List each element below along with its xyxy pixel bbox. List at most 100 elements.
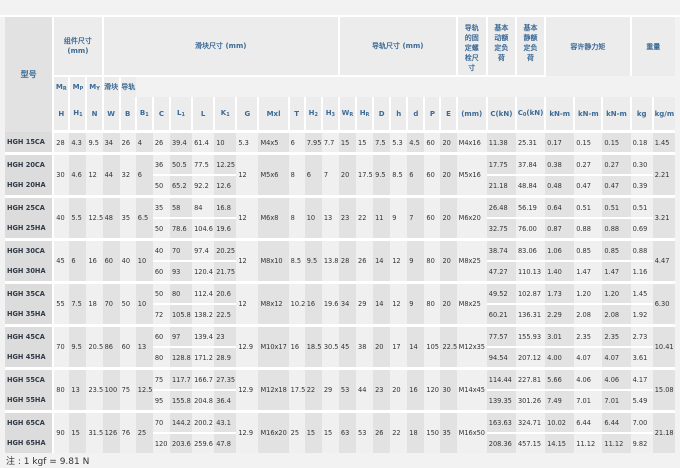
col-label-sub: 3 (331, 112, 336, 118)
top-band (0, 0, 680, 17)
cell-b1: 4 (135, 131, 153, 154)
cell-w: 34 (102, 131, 120, 154)
cell-mp: 0.47 (574, 175, 603, 197)
cell-l: 84 (192, 195, 215, 219)
cell-wr: 45 (338, 324, 356, 369)
cell-mp: 0.88 (574, 218, 603, 240)
cell-t: 8.5 (288, 238, 305, 283)
cell-g: 12.9 (236, 324, 259, 369)
col-label-sub: Y (96, 85, 100, 92)
cell-h2: 6 (304, 152, 322, 197)
cell-hr: 22 (356, 195, 374, 240)
cell-mp: 2.35 (574, 324, 603, 348)
table-row: HGH 45CA 70 9.5 20.5 86 60 13 60 97 139.4 23 12.9 M1… (5, 324, 675, 369)
cell-my: 4.07 (602, 347, 631, 369)
cell-e: 20 (440, 131, 457, 154)
cell-bolt: M6x20 (456, 195, 487, 240)
cell-h2: 16 (304, 281, 322, 326)
cell-mxl: M12x18 (258, 367, 289, 412)
cell-c: 60 (152, 261, 170, 283)
cell-c0: 37.84 (515, 152, 546, 176)
cell-kg: 1.92 (630, 304, 653, 326)
col-label: C (517, 109, 523, 117)
cell-h: 5.3 (390, 131, 408, 154)
cell-h3: 7 (321, 152, 339, 197)
col-label: K (220, 109, 227, 117)
cell-h: 30 (53, 152, 70, 197)
cell-my: 7.01 (602, 390, 631, 412)
cell-cdyn: 94.54 (486, 347, 516, 369)
cell-n: 23.5 (86, 367, 103, 412)
model-name: HGH 55HA (5, 390, 55, 412)
cell-h3: 13 (321, 195, 339, 240)
cell-hr: 17.5 (356, 152, 374, 197)
cell-k1: 28.9 (214, 347, 237, 369)
cell-rail_kgm: 2.21 (652, 152, 675, 197)
cell-l: 77.5 (192, 152, 215, 176)
cell-h: 20 (390, 367, 408, 412)
cell-b1: 25 (135, 410, 153, 453)
cell-mr: 1.40 (545, 261, 575, 283)
cell-t: 16 (288, 324, 305, 369)
col-label-sub: R (62, 85, 67, 92)
cell-d: 11 (373, 195, 391, 240)
cell-w: 86 (102, 324, 120, 369)
cell-h2: 15 (304, 410, 322, 453)
cell-d: 14 (373, 281, 391, 326)
cell-h1: 15 (69, 410, 87, 453)
cell-my: 0.15 (602, 131, 631, 154)
cell-rail_kgm: 3.21 (652, 195, 675, 240)
col-label-sub: 0 (522, 112, 527, 118)
header-col-0: H (52, 97, 70, 133)
cell-l1: 105.8 (169, 304, 193, 326)
cell-mp: 1.47 (574, 261, 603, 283)
cell-mp: 0.85 (574, 238, 603, 262)
cell-g: 12 (236, 152, 259, 197)
model-name: HGH 15CA (5, 131, 55, 154)
cell-l: 171.2 (192, 347, 215, 369)
table-row: HGH 30HA 60 93 120.4 21.75 47.27 110.13 1.40 1.4… (5, 261, 675, 283)
cell-mxl: M6x8 (258, 195, 289, 240)
header-col-17: D (372, 97, 391, 133)
model-name: HGH 65HA (5, 433, 55, 453)
cell-l: 97.4 (192, 238, 215, 262)
header-weight-col-1: 导轨 (118, 76, 136, 97)
cell-l1: 58 (169, 195, 193, 219)
cell-mr: 0.48 (545, 175, 575, 197)
cell-c: 60 (152, 324, 170, 348)
cell-h: 22 (390, 410, 408, 453)
cell-c0: 25.31 (515, 131, 546, 154)
cell-n: 9.5 (86, 131, 103, 154)
cell-l: 112.4 (192, 281, 215, 305)
cell-l1: 93 (169, 261, 193, 283)
header-model: 型号 (5, 17, 55, 132)
cell-n: 18 (86, 281, 103, 326)
cell-cdyn: 77.57 (486, 324, 516, 348)
cell-mp: 2.08 (574, 304, 603, 326)
cell-h3: 30.5 (321, 324, 339, 369)
cell-p: 105 (424, 324, 441, 369)
model-name: HGH 20CA (5, 152, 55, 175)
cell-k1: 21.75 (214, 261, 237, 283)
cell-n: 31.5 (86, 410, 103, 453)
cell-h: 12 (390, 281, 408, 326)
header-col-5: B1 (134, 97, 153, 133)
cell-k1: 43.1 (214, 410, 237, 434)
cell-bolt: M8x25 (456, 238, 487, 283)
cell-l: 104.6 (192, 218, 215, 240)
cell-h2: 7.95 (304, 131, 322, 154)
cell-d: 20 (373, 324, 391, 369)
table-row: HGH 15CA 28 4.3 9.5 34 26 4 26 39.4 61.4 10 5.3 M4x5… (5, 131, 675, 154)
cell-t: 6 (288, 131, 305, 154)
cell-d: 18 (407, 410, 425, 453)
cell-w: 126 (102, 410, 120, 453)
cell-hr: 29 (356, 281, 374, 326)
cell-g: 12 (236, 195, 259, 240)
col-label: N (91, 109, 98, 118)
model-name: HGH 45CA (5, 324, 55, 347)
cell-l: 259.6 (192, 433, 215, 453)
cell-t: 25 (288, 410, 305, 453)
col-label: M (89, 82, 97, 91)
table-row: HGH 20CA 30 4.6 12 44 32 6 36 50.5 77.5 12.25 12 M5x… (5, 152, 675, 197)
cell-c: 70 (152, 410, 170, 434)
